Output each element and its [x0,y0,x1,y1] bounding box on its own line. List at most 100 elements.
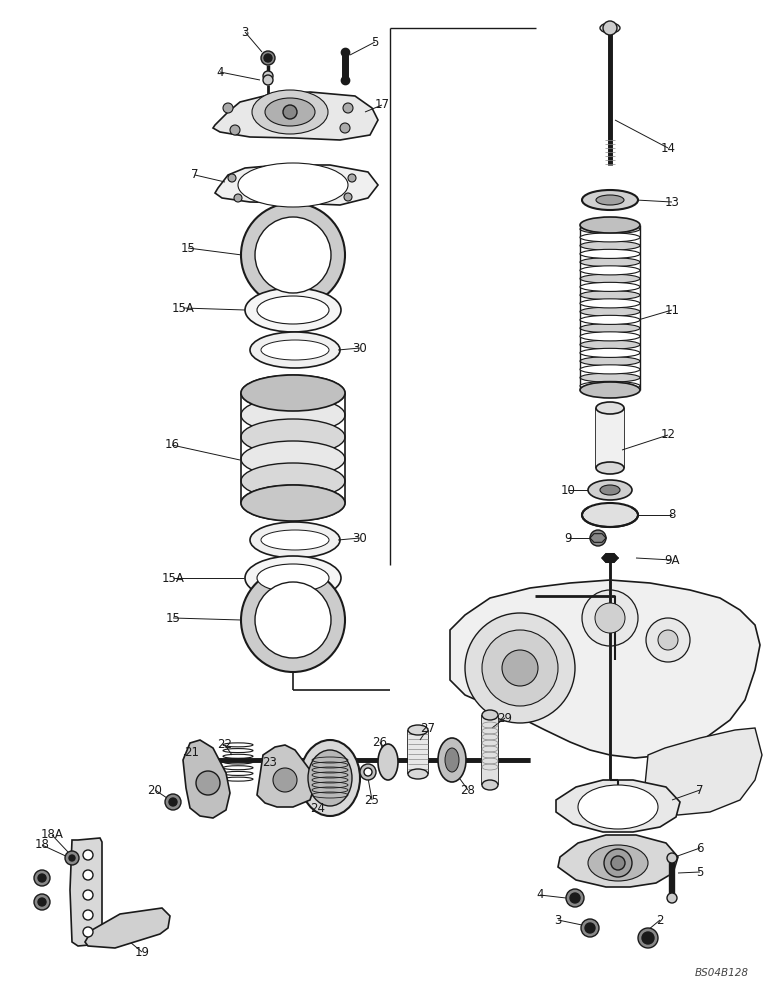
Text: 20: 20 [147,784,162,796]
Text: 5: 5 [696,865,704,879]
Text: 25: 25 [364,794,379,806]
Circle shape [611,856,625,870]
Ellipse shape [596,195,624,205]
Polygon shape [215,165,378,205]
Circle shape [34,894,50,910]
Polygon shape [85,908,170,948]
Circle shape [566,889,584,907]
Text: 3: 3 [242,25,249,38]
Circle shape [83,870,93,880]
Circle shape [364,768,372,776]
Ellipse shape [580,291,640,300]
Circle shape [83,890,93,900]
Circle shape [165,794,181,810]
Polygon shape [645,728,762,815]
Ellipse shape [580,365,640,374]
Ellipse shape [582,503,638,527]
Ellipse shape [245,556,341,600]
Ellipse shape [596,462,624,474]
Circle shape [343,103,353,113]
Ellipse shape [482,710,498,720]
Text: 9A: 9A [664,554,680,566]
Text: 15A: 15A [171,302,195,314]
Ellipse shape [255,217,331,293]
Circle shape [590,530,606,546]
Circle shape [196,771,220,795]
Polygon shape [596,408,624,468]
Polygon shape [183,740,230,818]
Ellipse shape [580,324,640,333]
Ellipse shape [265,98,315,126]
Circle shape [83,850,93,860]
Circle shape [360,764,376,780]
Ellipse shape [257,564,329,592]
Ellipse shape [308,750,352,806]
Circle shape [234,194,242,202]
Ellipse shape [438,738,466,782]
Ellipse shape [580,282,640,291]
Text: 28: 28 [461,784,476,796]
Text: 30: 30 [353,532,367,544]
Text: 30: 30 [353,342,367,355]
Text: 7: 7 [191,168,198,182]
Text: 15A: 15A [161,572,185,584]
Circle shape [482,630,558,706]
Ellipse shape [241,375,345,411]
Circle shape [261,51,275,65]
Ellipse shape [580,274,640,283]
Ellipse shape [588,480,632,500]
Text: 10: 10 [560,484,575,496]
Text: 16: 16 [164,438,180,452]
Polygon shape [482,715,498,785]
Circle shape [348,174,356,182]
Text: 18A: 18A [41,828,63,842]
Circle shape [646,618,690,662]
Ellipse shape [580,233,640,242]
Ellipse shape [241,485,345,521]
Circle shape [83,927,93,937]
Text: 6: 6 [696,842,704,854]
Polygon shape [602,554,618,562]
Circle shape [642,932,654,944]
Circle shape [230,125,240,135]
Ellipse shape [408,725,428,735]
Ellipse shape [241,568,345,672]
Circle shape [83,910,93,920]
Text: 15: 15 [181,241,195,254]
Ellipse shape [580,225,640,234]
Ellipse shape [580,299,640,308]
Circle shape [228,174,236,182]
Ellipse shape [600,23,620,33]
Ellipse shape [238,163,348,207]
Ellipse shape [580,266,640,275]
Ellipse shape [250,522,340,558]
Circle shape [603,21,617,35]
Ellipse shape [580,381,640,390]
Text: 27: 27 [421,722,435,734]
Ellipse shape [580,217,640,233]
Polygon shape [408,730,428,774]
Text: BS04B128: BS04B128 [695,968,749,978]
Text: 5: 5 [371,35,379,48]
Text: 18: 18 [35,838,49,852]
Ellipse shape [241,203,345,307]
Ellipse shape [580,382,640,398]
Text: 21: 21 [185,746,199,758]
Text: 3: 3 [554,914,562,926]
Circle shape [658,630,678,650]
Ellipse shape [580,348,640,357]
Circle shape [223,103,233,113]
Ellipse shape [580,332,640,341]
Ellipse shape [241,485,345,521]
Ellipse shape [600,485,620,495]
Text: 13: 13 [665,196,679,209]
Text: 17: 17 [374,99,390,111]
Circle shape [502,650,538,686]
Ellipse shape [255,582,331,658]
Ellipse shape [580,373,640,382]
Ellipse shape [273,768,297,792]
Circle shape [169,798,177,806]
Ellipse shape [257,296,329,324]
Ellipse shape [408,769,428,779]
Text: 12: 12 [661,428,676,442]
